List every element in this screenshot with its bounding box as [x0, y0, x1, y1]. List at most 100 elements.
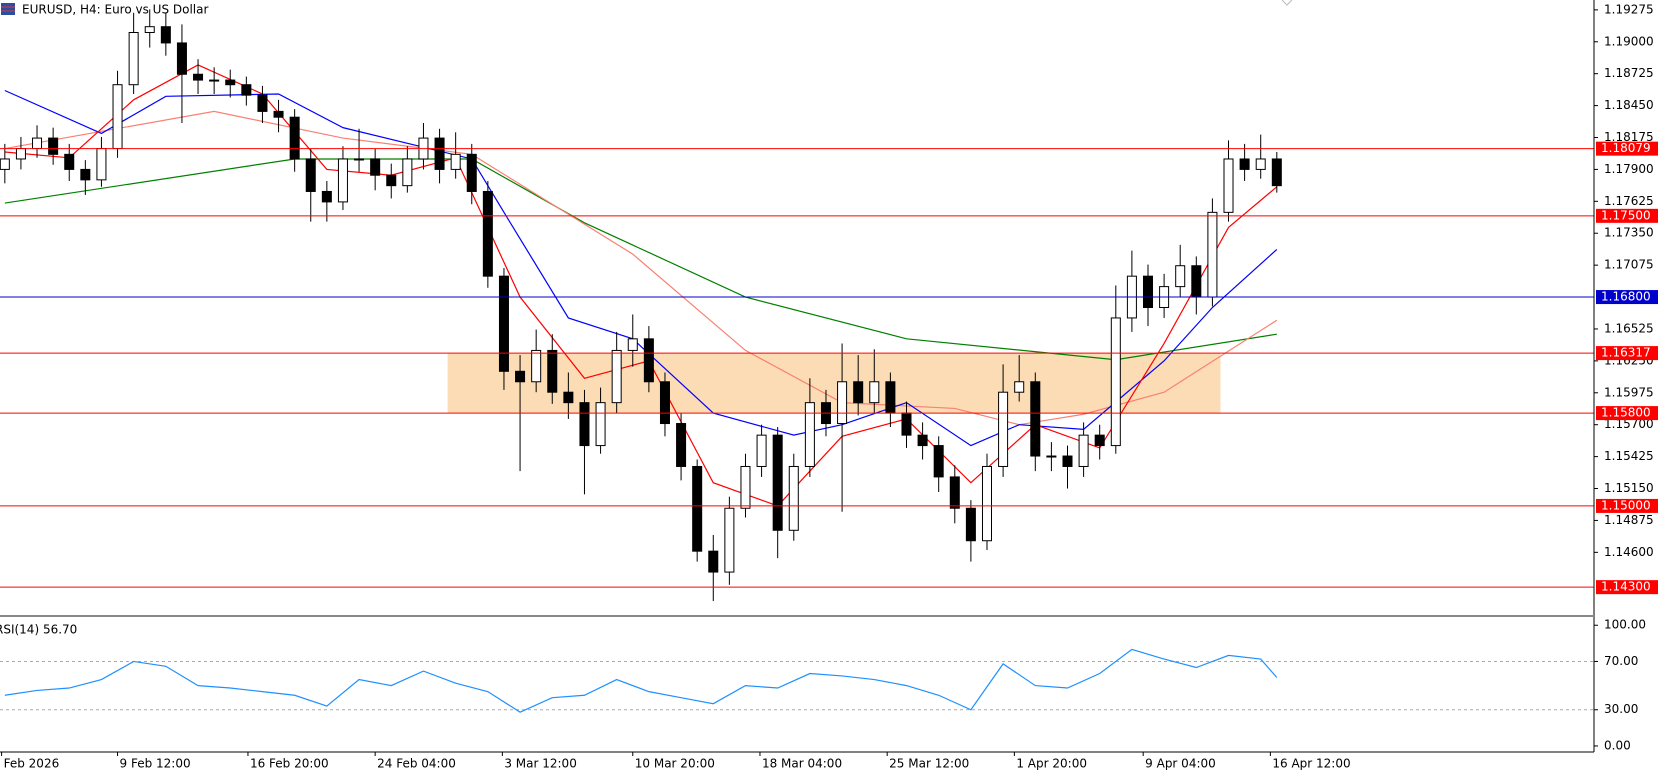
y-tick-label: 1.18450	[1604, 98, 1654, 112]
y-tick-label: 1.14600	[1604, 545, 1654, 559]
candle-body	[386, 174, 397, 187]
candle-body	[176, 42, 187, 75]
candle-body	[756, 434, 767, 467]
y-tick-label: 70.00	[1604, 654, 1638, 668]
indicator-line	[4, 158, 1277, 361]
level-label-box	[1596, 406, 1658, 421]
level-label-box	[1596, 580, 1658, 595]
candle-body	[48, 137, 59, 155]
indicator-line	[4, 110, 1278, 426]
icon-body	[1, 3, 15, 15]
candle-body	[1078, 434, 1089, 467]
symbol-icon	[1, 3, 15, 15]
candle-body	[708, 550, 719, 573]
candle-body	[80, 168, 91, 181]
candle-body	[128, 31, 139, 86]
level-label-box	[1596, 141, 1658, 156]
candle-body	[563, 391, 574, 404]
candle-body	[515, 370, 526, 383]
y-tick-label: 1.14875	[1604, 513, 1654, 527]
candle-body	[772, 434, 783, 531]
candle-body	[193, 73, 204, 81]
y-tick-label: 1.19000	[1604, 34, 1654, 48]
candle-body	[965, 507, 976, 542]
x-tick-label: Feb 2026	[4, 757, 60, 771]
candle-body	[0, 158, 10, 170]
candle-body	[1191, 265, 1202, 298]
price-zone	[447, 353, 1221, 414]
y-tick-label: 1.18725	[1604, 66, 1654, 80]
candle-body	[1255, 158, 1266, 170]
candle-body	[837, 381, 848, 425]
candle-body	[241, 84, 252, 96]
level-label-box	[1596, 346, 1658, 361]
candle-body	[740, 465, 751, 509]
x-tick-label: 10 Mar 20:00	[635, 757, 715, 771]
candle-body	[547, 349, 558, 393]
candle-body	[144, 26, 155, 33]
candle-body	[482, 190, 493, 277]
y-tick-label: 1.18175	[1604, 130, 1654, 144]
candle-body	[354, 158, 365, 161]
x-tick-label: 1 Apr 20:00	[1016, 757, 1087, 771]
candle-body	[321, 190, 332, 203]
indicator-title: RSI(14) 56.70	[0, 623, 77, 637]
candle-body	[804, 402, 815, 467]
level-label-box	[1596, 208, 1658, 223]
candle-body	[1014, 381, 1025, 393]
candle-body	[160, 26, 171, 44]
candle-body	[273, 110, 284, 118]
candle-body	[1110, 317, 1121, 447]
candle-body	[998, 391, 1009, 467]
candle-body	[1030, 381, 1041, 457]
y-tick-label: 30.00	[1604, 702, 1638, 716]
candle-body	[112, 84, 123, 150]
candle-body	[96, 148, 107, 181]
candle-body	[257, 94, 268, 112]
x-tick-label: 9 Feb 12:00	[120, 757, 191, 771]
candle-body	[1175, 265, 1186, 288]
candle-body	[466, 153, 477, 192]
candle-body	[1062, 455, 1073, 467]
y-tick-label: 1.17350	[1604, 226, 1654, 240]
candle-body	[901, 412, 912, 436]
candle-body	[1142, 275, 1154, 308]
x-tick-label: 18 Mar 04:00	[762, 757, 842, 771]
candle-body	[1207, 211, 1218, 298]
candle-body	[917, 434, 928, 447]
level-label: 1.16317	[1601, 346, 1651, 360]
candle-body	[434, 137, 445, 170]
x-tick-label: 3 Mar 12:00	[504, 757, 577, 771]
level-label: 1.14300	[1601, 580, 1651, 594]
candle-body	[788, 465, 799, 531]
candle-body	[853, 381, 864, 404]
candle-body	[1239, 158, 1250, 170]
candle-body	[676, 423, 687, 467]
level-label: 1.18079	[1601, 141, 1651, 155]
candle-body	[611, 349, 622, 404]
candle-body	[659, 381, 670, 425]
level-label: 1.15000	[1601, 498, 1651, 512]
scroll-marker	[1281, 0, 1293, 6]
candle-body	[885, 381, 896, 414]
candle-body	[305, 158, 316, 192]
candle-body	[981, 465, 993, 542]
candle-body	[643, 338, 654, 383]
candle-body	[1271, 158, 1282, 187]
x-tick-label: 16 Feb 20:00	[250, 757, 329, 771]
candle-body	[370, 158, 381, 176]
candle-body	[1223, 158, 1234, 213]
y-tick-label: 1.17075	[1604, 258, 1654, 272]
x-tick-label: 25 Mar 12:00	[889, 757, 969, 771]
candle-body	[869, 381, 880, 404]
candle-body	[949, 476, 960, 509]
candle-body	[1046, 455, 1057, 458]
y-tick-label: 1.15425	[1604, 449, 1654, 463]
y-tick-label: 0.00	[1604, 738, 1631, 752]
candle-body	[402, 158, 413, 187]
y-tick-label: 1.15975	[1604, 385, 1654, 399]
candle-body	[498, 275, 509, 372]
level-label: 1.15800	[1601, 406, 1651, 420]
